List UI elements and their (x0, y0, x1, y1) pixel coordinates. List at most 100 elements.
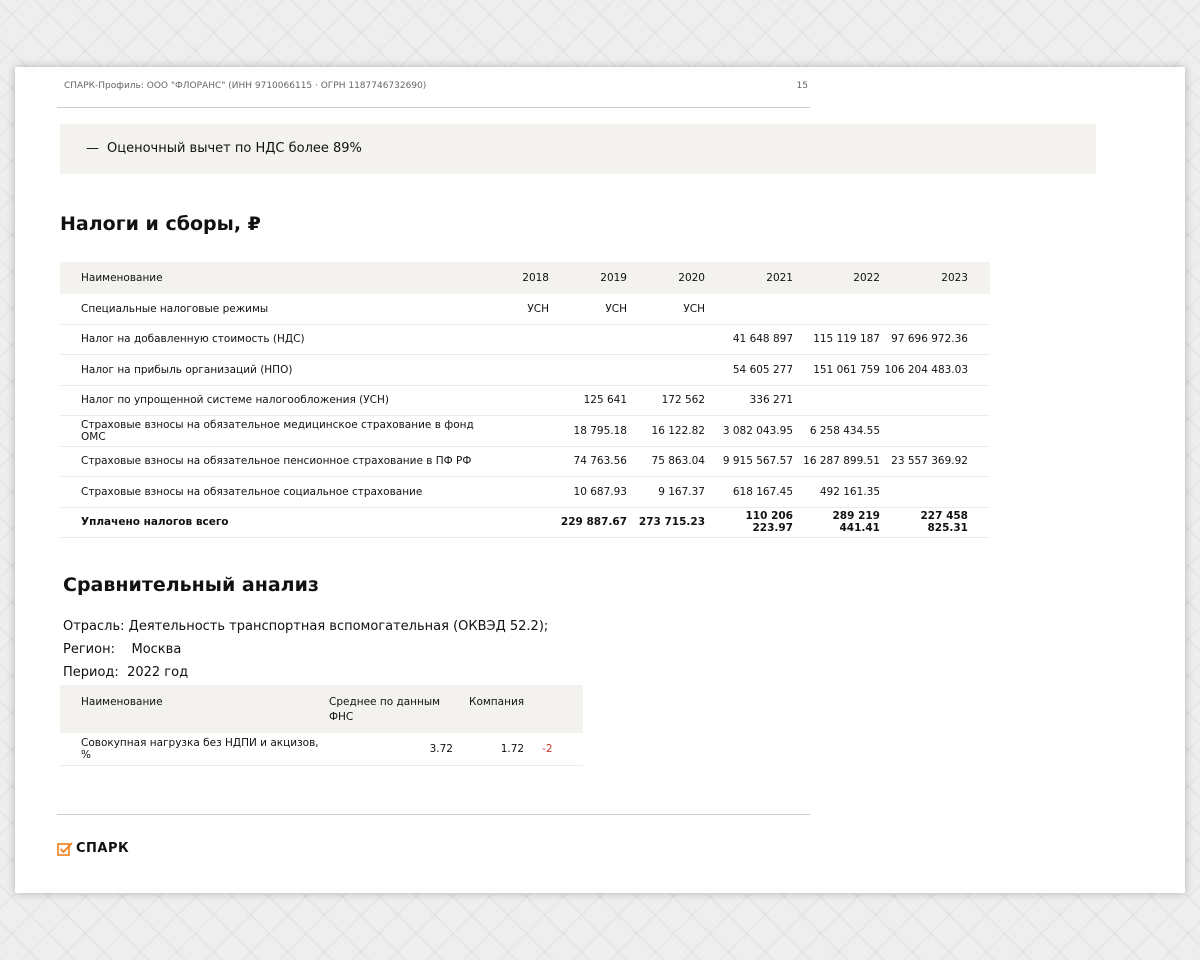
industry-value: Деятельность транспортная вспомогательна… (128, 619, 549, 634)
row-name: Страховые взносы на обязательное социаль… (60, 476, 489, 508)
row-value (705, 294, 793, 325)
row-value: 273 715.23 (627, 507, 705, 538)
row-value: 16 287 899.51 (793, 446, 880, 477)
col-header-name: Наименование (60, 685, 328, 733)
row-value: 9 167.37 (627, 476, 705, 508)
row-spacer (968, 324, 990, 355)
table-row: Страховые взносы на обязательное пенсион… (60, 446, 990, 477)
row-value (793, 385, 880, 416)
note-text: Оценочный вычет по НДС более 89% (107, 141, 362, 156)
row-value: 336 271 (705, 385, 793, 416)
row-company: 1.72 (454, 733, 526, 766)
row-value (489, 446, 549, 477)
row-value: 125 641 (549, 385, 627, 416)
logo-text: СПАРК (76, 841, 130, 856)
row-value: УСН (549, 294, 627, 325)
row-value (880, 476, 968, 508)
note-box: — Оценочный вычет по НДС более 89% (60, 124, 1096, 174)
row-value: 618 167.45 (705, 476, 793, 508)
col-header-year: 2019 (549, 262, 627, 294)
row-value: 289 219 441.41 (793, 507, 880, 538)
row-value: 492 161.35 (793, 476, 880, 508)
page-number: 15 (796, 81, 808, 91)
row-value: 18 795.18 (549, 415, 627, 447)
row-value: УСН (627, 294, 705, 325)
row-value: 97 696 972.36 (880, 324, 968, 355)
row-spacer (968, 507, 990, 538)
row-value: 110 206 223.97 (705, 507, 793, 538)
col-header-name: Наименование (60, 262, 489, 294)
col-header-year: 2023 (880, 262, 968, 294)
col-header-company: Компания (454, 685, 526, 733)
row-spacer (968, 385, 990, 416)
col-header-diff (525, 685, 583, 733)
row-value (549, 354, 627, 386)
row-value (880, 294, 968, 325)
row-value: 3 082 043.95 (705, 415, 793, 447)
row-value: 172 562 (627, 385, 705, 416)
row-value: 9 915 567.57 (705, 446, 793, 477)
row-value: 115 119 187 (793, 324, 880, 355)
row-value (489, 415, 549, 447)
table-row: Страховые взносы на обязательное социаль… (60, 476, 990, 508)
checkbox-logo-icon (57, 841, 73, 856)
spark-logo: СПАРК (57, 841, 129, 856)
row-value: 23 557 369.92 (880, 446, 968, 477)
row-name: Совокупная нагрузка без НДПИ и акцизов, … (60, 733, 328, 766)
taxes-table: Наименование 2018 2019 2020 2021 2022 2023 Спе… (60, 262, 990, 538)
total-row: Уплачено налогов всего 229 887.67 273 715.… (60, 507, 990, 538)
table-row: Налог на добавленную стоимость (НДС) 41 6… (60, 324, 990, 355)
table-row: Совокупная нагрузка без НДПИ и акцизов, … (60, 733, 583, 766)
row-value (793, 294, 880, 325)
row-name: Налог на добавленную стоимость (НДС) (60, 324, 489, 355)
row-name: Налог на прибыль организаций (НПО) (60, 354, 489, 386)
row-diff: -2 (525, 733, 583, 766)
row-value (880, 385, 968, 416)
row-value (880, 415, 968, 447)
row-name: Страховые взносы на обязательное пенсион… (60, 446, 489, 477)
row-value: 74 763.56 (549, 446, 627, 477)
footer-divider (57, 814, 810, 815)
header-title: СПАРК-Профиль: ООО "ФЛОРАНС" (ИНН 971006… (64, 81, 427, 91)
period-value: 2022 год (127, 665, 189, 680)
col-spacer (968, 262, 990, 294)
row-name: Специальные налоговые режимы (60, 294, 489, 325)
col-header-year: 2018 (489, 262, 549, 294)
region-line: Регион: Москва (63, 642, 181, 657)
row-value: 54 605 277 (705, 354, 793, 386)
period-line: Период: 2022 год (63, 665, 188, 680)
row-value (489, 354, 549, 386)
row-name: Уплачено налогов всего (60, 507, 489, 538)
row-name: Страховые взносы на обязательное медицин… (60, 415, 489, 447)
row-value (489, 324, 549, 355)
document-page: СПАРК-Профиль: ООО "ФЛОРАНС" (ИНН 971006… (15, 67, 1185, 893)
row-spacer (968, 294, 990, 325)
row-spacer (968, 446, 990, 477)
row-value (489, 476, 549, 508)
row-spacer (968, 354, 990, 386)
comparison-title: Сравнительный анализ (63, 574, 319, 596)
period-label: Период: (63, 665, 119, 680)
industry-label: Отрасль: (63, 619, 125, 634)
row-spacer (968, 476, 990, 508)
row-value: 10 687.93 (549, 476, 627, 508)
row-value: 6 258 434.55 (793, 415, 880, 447)
row-value: 75 863.04 (627, 446, 705, 477)
row-value: 151 061 759 (793, 354, 880, 386)
col-header-year: 2020 (627, 262, 705, 294)
dash-bullet: — (86, 141, 99, 156)
row-value (627, 324, 705, 355)
row-spacer (968, 415, 990, 447)
col-header-avg: Среднее по данным ФНС (328, 685, 454, 733)
row-value: 229 887.67 (549, 507, 627, 538)
page-header: СПАРК-Профиль: ООО "ФЛОРАНС" (ИНН 971006… (64, 81, 808, 91)
comparison-table: Наименование Среднее по данным ФНС Компа… (60, 685, 583, 766)
row-avg: 3.72 (328, 733, 454, 766)
region-label: Регион: (63, 642, 115, 657)
header-divider (57, 107, 810, 108)
row-value (549, 324, 627, 355)
col-header-year: 2021 (705, 262, 793, 294)
table-row: Налог на прибыль организаций (НПО) 54 605… (60, 354, 990, 386)
row-value: 106 204 483.03 (880, 354, 968, 386)
table-row: Страховые взносы на обязательное медицин… (60, 415, 990, 447)
